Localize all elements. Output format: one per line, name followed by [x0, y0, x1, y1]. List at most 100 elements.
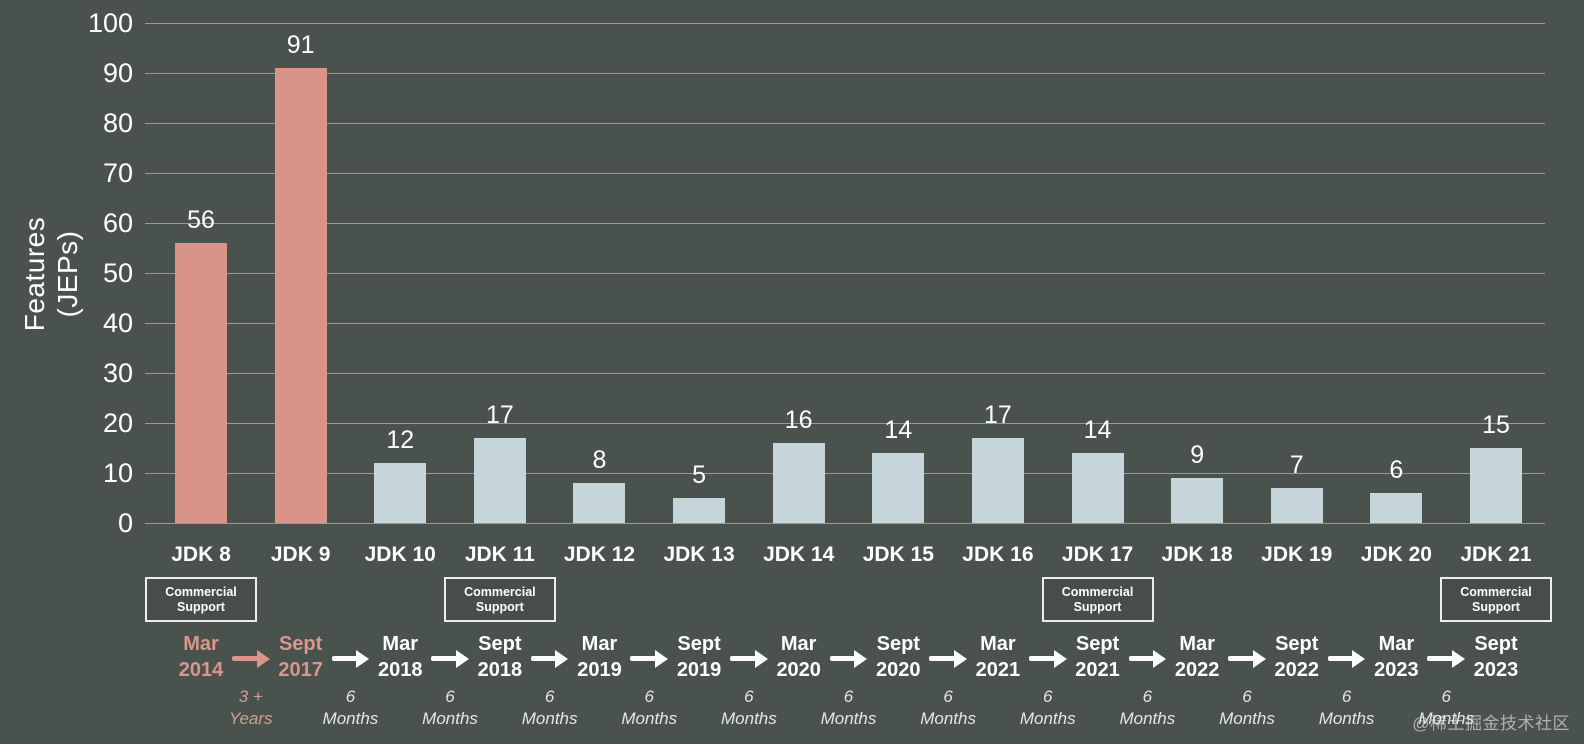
- timeline-month: Sept: [1474, 633, 1518, 655]
- timeline-year: 2019: [676, 659, 722, 681]
- commercial-support-line2: Support: [475, 599, 524, 614]
- x-category-label-jdk-19: JDK 19: [1261, 543, 1333, 566]
- commercial-support-line1: Commercial: [1460, 584, 1532, 599]
- bar-jdk-11: [473, 438, 526, 523]
- arrow-shaft: [530, 656, 558, 661]
- timeline-year: 2014: [178, 659, 224, 681]
- interval-label-line2: Months: [1119, 708, 1176, 728]
- y-tick-label: 100: [87, 8, 133, 38]
- interval-label-line1: 6: [1042, 687, 1053, 706]
- x-category-label-jdk-11: JDK 11: [464, 543, 535, 566]
- x-category-label-jdk-14: JDK 14: [763, 543, 835, 566]
- arrow-right-icon: [1028, 649, 1067, 669]
- x-category-label-jdk-18: JDK 18: [1161, 543, 1233, 566]
- arrow-shaft: [1028, 656, 1056, 661]
- bar-jdk-9: [274, 68, 327, 523]
- arrow-head: [1352, 650, 1366, 668]
- interval-label-line2: Months: [1418, 708, 1475, 728]
- y-tick-label: 30: [102, 358, 133, 388]
- gridline: [145, 372, 1545, 374]
- bar-jdk-16: [971, 438, 1024, 523]
- timeline-date: Mar 2023: [1346, 631, 1446, 683]
- timeline-year: 2023: [1374, 659, 1419, 681]
- bar-jdk-15: [872, 453, 925, 523]
- y-tick-label: 50: [102, 258, 133, 288]
- bar-jdk-12: [573, 483, 626, 523]
- timeline-year: 2022: [1274, 659, 1320, 681]
- timeline-year: 2021: [1075, 659, 1120, 681]
- gridline: [145, 22, 1545, 24]
- arrow-shaft: [232, 656, 259, 661]
- interval-label-line2: Months: [521, 708, 578, 728]
- timeline-month: Sept: [876, 633, 920, 655]
- commercial-support-line2: Support: [1073, 599, 1122, 614]
- gridline: [145, 172, 1545, 174]
- commercial-support-badge: Commercial Support: [1439, 577, 1552, 622]
- arrow-shaft: [431, 656, 458, 661]
- commercial-support-line1: Commercial: [165, 584, 237, 599]
- timeline-year: 2020: [876, 659, 921, 681]
- timeline-date: Sept 2019: [649, 631, 749, 683]
- interval-label: 6 Months: [398, 686, 502, 729]
- bar-jdk-20: [1370, 493, 1423, 523]
- interval-label-line1: 6: [445, 687, 455, 706]
- bar-jdk-19: [1270, 488, 1323, 523]
- bar-jdk-18: [1171, 478, 1224, 523]
- y-tick-label: 20: [102, 408, 133, 438]
- y-tick-label: 0: [117, 508, 133, 538]
- timeline-year: 2021: [975, 659, 1021, 681]
- arrow-head: [1451, 650, 1465, 668]
- gridline: [145, 322, 1545, 324]
- arrow-head: [854, 650, 868, 668]
- bar-jdk-13: [673, 498, 726, 523]
- arrow-shaft: [829, 656, 857, 661]
- x-category-label-jdk-16: JDK 16: [962, 543, 1034, 566]
- timeline-date: Sept 2022: [1247, 631, 1347, 683]
- arrow-right-icon: [829, 649, 868, 669]
- y-tick-label: 10: [102, 458, 133, 488]
- interval-label-line2: Months: [1318, 708, 1375, 728]
- y-tick-label: 80: [102, 108, 133, 138]
- gridline: [145, 72, 1545, 74]
- interval-label-line2: Months: [1219, 708, 1275, 728]
- commercial-support-line1: Commercial: [464, 584, 536, 599]
- interval-label: 6 Months: [996, 686, 1100, 729]
- bar-value-jdk-12: 8: [592, 446, 607, 474]
- interval-label-line1: 6: [843, 687, 854, 706]
- y-tick-label: 70: [102, 158, 133, 188]
- timeline-year: 2022: [1174, 659, 1220, 681]
- interval-label-line2: Months: [721, 708, 777, 728]
- bar-value-jdk-18: 9: [1190, 441, 1205, 469]
- timeline-month: Mar: [780, 633, 817, 655]
- arrow-right-icon: [1427, 649, 1465, 669]
- bar-value-jdk-13: 5: [692, 461, 707, 489]
- interval-label-line2: Years: [229, 708, 273, 728]
- interval-label-line1: 6: [943, 687, 953, 706]
- timeline-date: Mar 2018: [350, 631, 450, 683]
- timeline-month: Mar: [183, 633, 219, 655]
- arrow-right-icon: [730, 649, 768, 669]
- interval-label: 3 + Years: [199, 686, 303, 729]
- bar-value-jdk-14: 16: [784, 406, 813, 434]
- bar-jdk-10: [374, 463, 427, 523]
- arrow-head: [356, 650, 370, 668]
- interval-label-line2: Months: [621, 708, 678, 728]
- x-category-label-jdk-17: JDK 17: [1061, 543, 1134, 566]
- x-category-label-jdk-10: JDK 10: [364, 543, 436, 566]
- bar-value-jdk-17: 14: [1083, 416, 1112, 444]
- gridline: [145, 122, 1545, 124]
- timeline-date: Mar 2019: [549, 631, 649, 683]
- arrow-right-icon: [1327, 649, 1366, 669]
- timeline-year: 2017: [278, 659, 323, 681]
- arrow-shaft: [1228, 656, 1255, 661]
- arrow-head: [256, 650, 270, 668]
- arrow-head: [1153, 650, 1167, 668]
- arrow-shaft: [1427, 656, 1454, 661]
- arrow-head: [1053, 650, 1067, 668]
- interval-label: 6 Months: [298, 686, 402, 729]
- x-category-label-jdk-21: JDK 21: [1460, 543, 1532, 566]
- timeline-date: Sept 2020: [848, 631, 948, 683]
- interval-label-line2: Months: [1019, 708, 1076, 728]
- timeline-month: Mar: [980, 633, 1016, 655]
- commercial-support-line2: Support: [177, 599, 225, 614]
